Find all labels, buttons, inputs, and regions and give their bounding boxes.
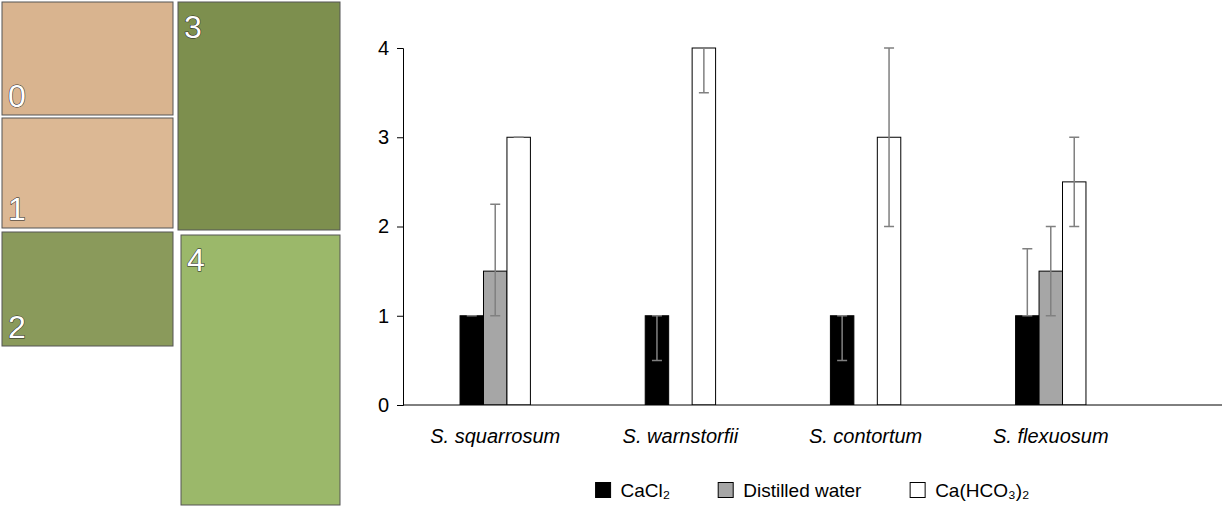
photo-label: 4 bbox=[187, 242, 205, 278]
tick-label: 1 bbox=[378, 305, 389, 327]
figure: 0123401234S. squarrosumS. warnstorfiiS. … bbox=[0, 0, 1226, 508]
legend-item: CaCl₂ bbox=[596, 480, 671, 501]
tick: 4 bbox=[378, 37, 403, 59]
tick: S. warnstorfii bbox=[623, 425, 739, 447]
photo-placeholder bbox=[2, 2, 173, 115]
error-bar bbox=[514, 137, 524, 139]
tick-mark bbox=[397, 137, 403, 138]
legend-swatch bbox=[910, 483, 925, 498]
photo-label: 1 bbox=[8, 191, 26, 227]
tick-label: 4 bbox=[378, 37, 389, 59]
axis-line bbox=[403, 405, 1222, 406]
legend-item: Ca(HCO₃)₂ bbox=[910, 480, 1029, 501]
legend-item: Distilled water bbox=[718, 480, 862, 501]
legend: CaCl₂ Distilled water Ca(HCO₃)₂ bbox=[596, 480, 1030, 501]
photo-placeholder bbox=[178, 2, 340, 230]
axis-line bbox=[397, 49, 404, 406]
error-bar bbox=[1022, 249, 1032, 316]
error-bar bbox=[652, 316, 662, 361]
photo-label: 3 bbox=[184, 9, 202, 45]
tick: S. contortum bbox=[809, 425, 922, 447]
error-bar bbox=[884, 48, 894, 227]
tick-label: 2 bbox=[378, 215, 389, 237]
error-bar bbox=[837, 316, 847, 361]
tick: 3 bbox=[378, 126, 403, 148]
tick-label: S. contortum bbox=[809, 425, 922, 447]
error-bar bbox=[490, 204, 500, 316]
tick: 2 bbox=[378, 215, 403, 237]
tick-label: 3 bbox=[378, 126, 389, 148]
tick: S. squarrosum bbox=[430, 425, 560, 447]
bar bbox=[692, 48, 715, 405]
error-bar bbox=[699, 48, 709, 93]
legend-label: CaCl₂ bbox=[621, 480, 671, 501]
photo-placeholder bbox=[2, 232, 173, 346]
tick-label: S. warnstorfii bbox=[623, 425, 739, 447]
tick-mark bbox=[397, 48, 403, 49]
tick: 1 bbox=[378, 305, 403, 327]
bar bbox=[460, 316, 483, 405]
tick-mark bbox=[397, 405, 403, 406]
tick: 0 bbox=[378, 394, 403, 416]
tick-mark bbox=[397, 316, 403, 317]
photo-label: 2 bbox=[8, 309, 26, 345]
tick-mark bbox=[397, 227, 403, 228]
photo-placeholder bbox=[2, 118, 173, 228]
legend-swatch bbox=[718, 483, 733, 498]
photo-placeholder bbox=[181, 235, 340, 505]
photo-panels: 0 1 2 3 4 bbox=[2, 2, 340, 505]
bar bbox=[1016, 316, 1039, 405]
bar bbox=[507, 137, 530, 405]
bar bbox=[645, 316, 668, 405]
error-bar bbox=[467, 315, 477, 317]
bar bbox=[830, 316, 853, 405]
tick-label: 0 bbox=[378, 394, 389, 416]
x-axis: S. squarrosum S. warnstorfii S. contortum S… bbox=[403, 405, 1222, 447]
legend-label: Distilled water bbox=[743, 480, 862, 501]
y-axis: 0 1 2 3 4 bbox=[378, 37, 404, 416]
tick-label: S. flexuosum bbox=[993, 425, 1109, 447]
error-bar bbox=[1046, 227, 1056, 316]
tick: S. flexuosum bbox=[993, 425, 1109, 447]
photo-label: 0 bbox=[8, 78, 26, 114]
legend-swatch bbox=[596, 483, 611, 498]
bars bbox=[460, 48, 1086, 405]
legend-label: Ca(HCO₃)₂ bbox=[935, 480, 1029, 501]
tick-label: S. squarrosum bbox=[430, 425, 560, 447]
error-bar bbox=[1069, 137, 1079, 226]
